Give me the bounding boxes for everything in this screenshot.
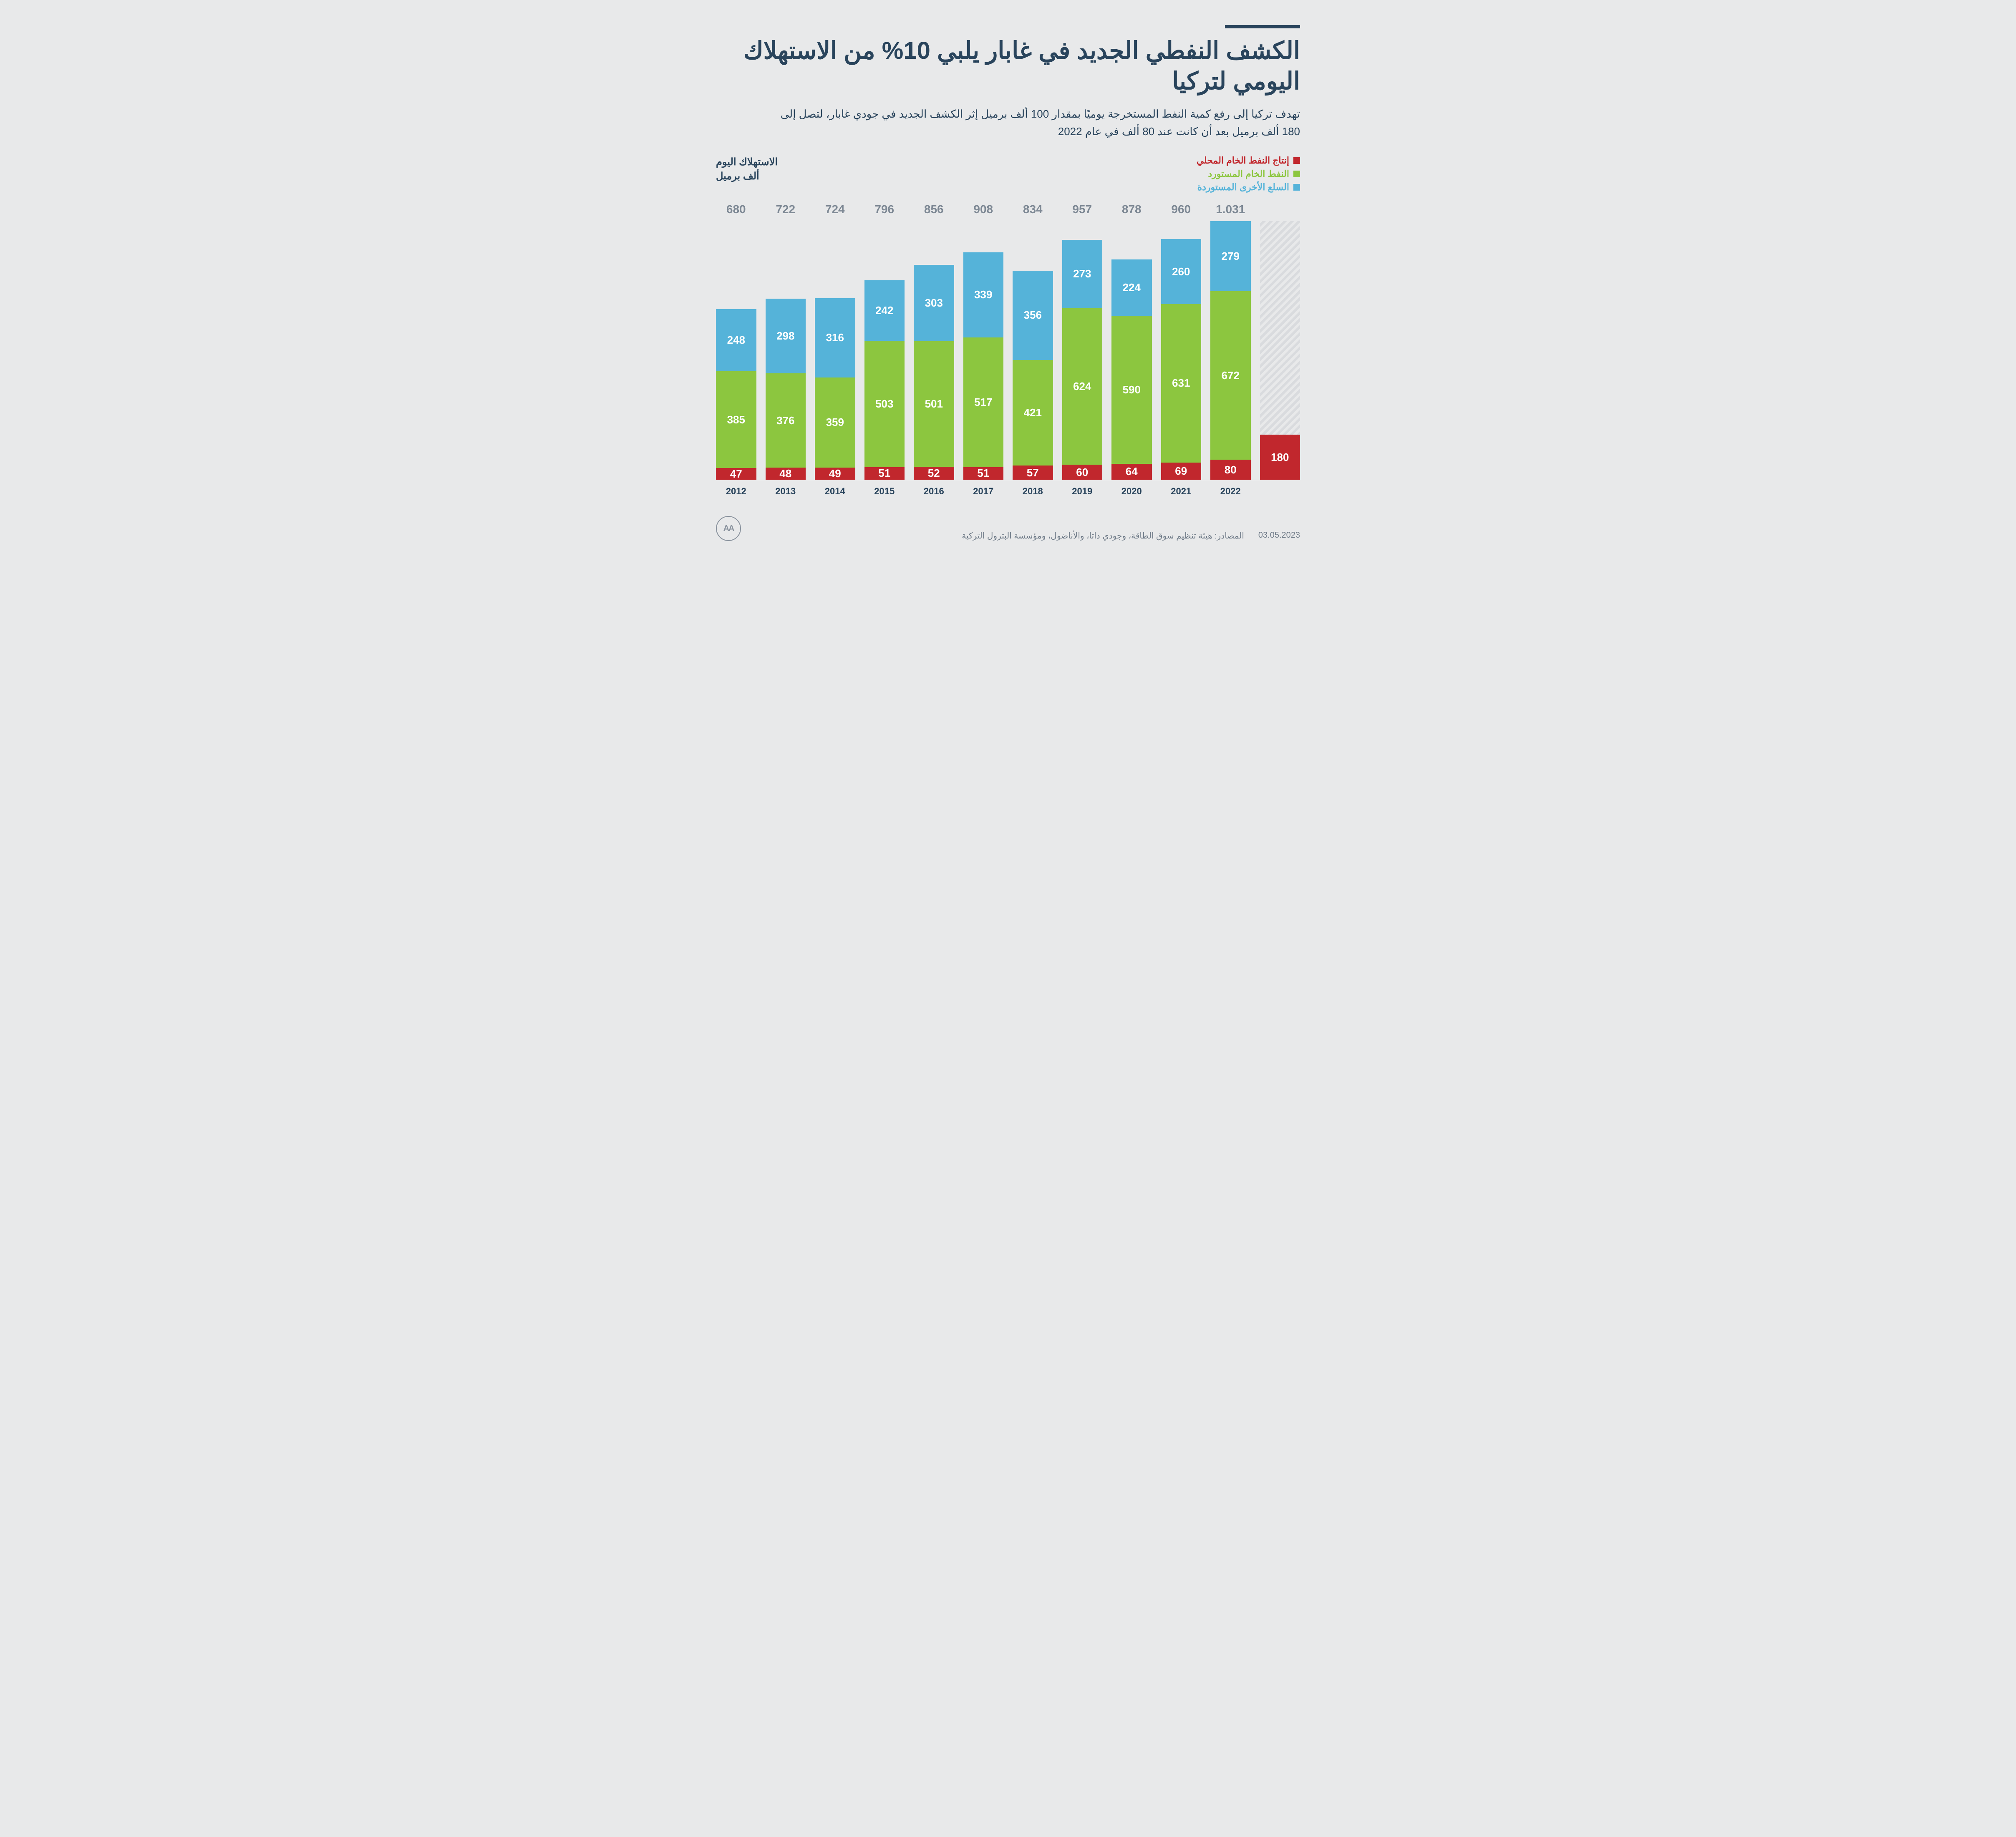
- x-tick: 2020: [1111, 486, 1152, 497]
- bar-segment: 224: [1111, 259, 1152, 316]
- bar-segment: 260: [1161, 239, 1202, 304]
- bar-total-label: 796: [864, 203, 905, 217]
- bar-segment: 273: [1062, 240, 1103, 308]
- footer-sources: المصادر: هيئة تنظيم سوق الطاقة، وجودي دا…: [962, 531, 1244, 541]
- y-axis-label: الاستهلاك اليوم ألف برميل: [716, 155, 778, 183]
- bar-chart: 6802483854772229837648724316359497962425…: [716, 203, 1300, 480]
- legend-item-domestic: إنتاج النفط الخام المحلي: [1197, 155, 1300, 166]
- x-tick: 2021: [1161, 486, 1202, 497]
- x-tick: 2015: [864, 486, 905, 497]
- bar-segment: 60: [1062, 465, 1103, 480]
- bar-segment: 80: [1210, 460, 1251, 480]
- legend-label: النفط الخام المستورد: [1208, 169, 1289, 179]
- bar-segment: 279: [1210, 221, 1251, 291]
- bar-segment: 316: [815, 298, 855, 377]
- bar-segment: 421: [1013, 360, 1053, 466]
- bar-total-label: 960: [1161, 203, 1202, 217]
- bar-2014: 724 31635949: [815, 203, 855, 480]
- bar-segment: 624: [1062, 308, 1103, 465]
- bar-total-label: 724: [815, 203, 855, 217]
- swatch-blue: [1293, 184, 1300, 191]
- bar-total-label: 856: [914, 203, 954, 217]
- x-tick: 2014: [815, 486, 855, 497]
- x-tick: [1260, 486, 1300, 497]
- bar-total-label: 878: [1111, 203, 1152, 217]
- bar-segment: 298: [766, 299, 806, 373]
- bar-segment: 631: [1161, 304, 1202, 462]
- agency-logo-icon: AA: [716, 516, 741, 541]
- bar-2012: 680 24838547: [716, 203, 756, 480]
- bar-segment: 356: [1013, 271, 1053, 360]
- bar-2020: 878 22459064: [1111, 203, 1152, 480]
- bar-total-label: 908: [963, 203, 1004, 217]
- bar-total-label: [1260, 203, 1300, 217]
- bar-segment: 672: [1210, 291, 1251, 460]
- bar-segment: 48: [766, 468, 806, 480]
- swatch-red: [1293, 157, 1300, 164]
- bar-segment: 242: [864, 280, 905, 341]
- bar-segment: 501: [914, 341, 954, 467]
- x-tick: 2012: [716, 486, 756, 497]
- subtitle: تهدف تركيا إلى رفع كمية النفط المستخرجة …: [774, 106, 1300, 140]
- bar-2015: 796 24250351: [864, 203, 905, 480]
- page-title: الكشف النفطي الجديد في غابار يلبي 10% من…: [716, 36, 1300, 96]
- bar-total-label: 1.031: [1210, 203, 1251, 217]
- bar-segment: 49: [815, 468, 855, 480]
- swatch-green: [1293, 171, 1300, 177]
- bar-total-label: 834: [1013, 203, 1053, 217]
- bar-segment: 303: [914, 265, 954, 341]
- bar-segment: 248: [716, 309, 756, 371]
- bar-segment: 503: [864, 341, 905, 467]
- legend-item-imported-crude: النفط الخام المستورد: [1197, 169, 1300, 179]
- bar-total-label: 722: [766, 203, 806, 217]
- title-rule: [1225, 25, 1300, 28]
- bar-segment: 51: [963, 467, 1004, 480]
- bar-segment: 590: [1111, 316, 1152, 464]
- bar-segment: 51: [864, 467, 905, 480]
- x-tick: 2019: [1062, 486, 1103, 497]
- bar-2021: 960 26063169: [1161, 203, 1202, 480]
- bar-segment: 517: [963, 337, 1004, 467]
- bar-segment: 385: [716, 371, 756, 468]
- bar-2019: 957 27362460: [1062, 203, 1103, 480]
- bar-2022: 1.031 27967280: [1210, 203, 1251, 480]
- legend-label: إنتاج النفط الخام المحلي: [1197, 155, 1289, 166]
- bar-2013: 722 29837648: [766, 203, 806, 480]
- x-tick: 2016: [914, 486, 954, 497]
- legend-item-other-imports: السلع الأخرى المستوردة: [1197, 182, 1300, 193]
- x-tick: 2013: [766, 486, 806, 497]
- bar-segment: 180: [1260, 435, 1300, 480]
- bar-segment: 359: [815, 377, 855, 468]
- legend: إنتاج النفط الخام المحلي النفط الخام الم…: [1197, 155, 1300, 193]
- legend-label: السلع الأخرى المستوردة: [1197, 182, 1289, 193]
- x-tick: 2022: [1210, 486, 1251, 497]
- footer-date: 03.05.2023: [1258, 531, 1300, 541]
- bar-segment: 47: [716, 468, 756, 480]
- bar-segment: 69: [1161, 463, 1202, 480]
- bar-total-label: 957: [1062, 203, 1103, 217]
- bar-segment-ghost: [1260, 221, 1300, 435]
- x-axis: 2012 2013 2014 2015 2016 2017 2018 2019 2020 2021…: [716, 486, 1300, 497]
- bar-forecast: 180: [1260, 203, 1300, 480]
- bar-segment: 52: [914, 467, 954, 480]
- bar-2016: 856 30350152: [914, 203, 954, 480]
- x-tick: 2018: [1013, 486, 1053, 497]
- bar-total-label: 680: [716, 203, 756, 217]
- bar-2018: 834 35642157: [1013, 203, 1053, 480]
- bar-segment: 339: [963, 252, 1004, 337]
- bar-segment: 64: [1111, 464, 1152, 480]
- bar-2017: 908 33951751: [963, 203, 1004, 480]
- bar-segment: 57: [1013, 466, 1053, 480]
- x-tick: 2017: [963, 486, 1004, 497]
- bar-segment: 376: [766, 373, 806, 468]
